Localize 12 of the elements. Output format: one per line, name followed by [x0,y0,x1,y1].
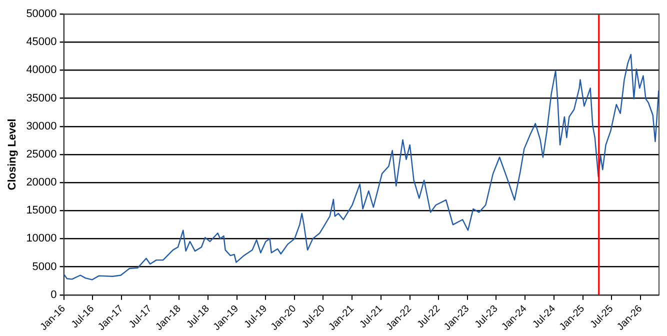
y-tick-label: 35000 [26,92,57,104]
y-tick-label: 15000 [26,204,57,217]
y-tick-label: 10000 [26,232,57,245]
y-tick-label: 30000 [26,120,57,132]
y-tick-label: 25000 [26,148,57,160]
y-axis-title: Closing Level [6,118,19,190]
y-tick-label: 50000 [26,8,57,20]
y-tick-label: 20000 [26,176,57,189]
y-tick-label: 40000 [26,64,57,76]
y-tick-label: 0 [50,288,57,301]
y-tick-label: 45000 [26,36,57,48]
y-tick-label: 5000 [32,260,57,273]
